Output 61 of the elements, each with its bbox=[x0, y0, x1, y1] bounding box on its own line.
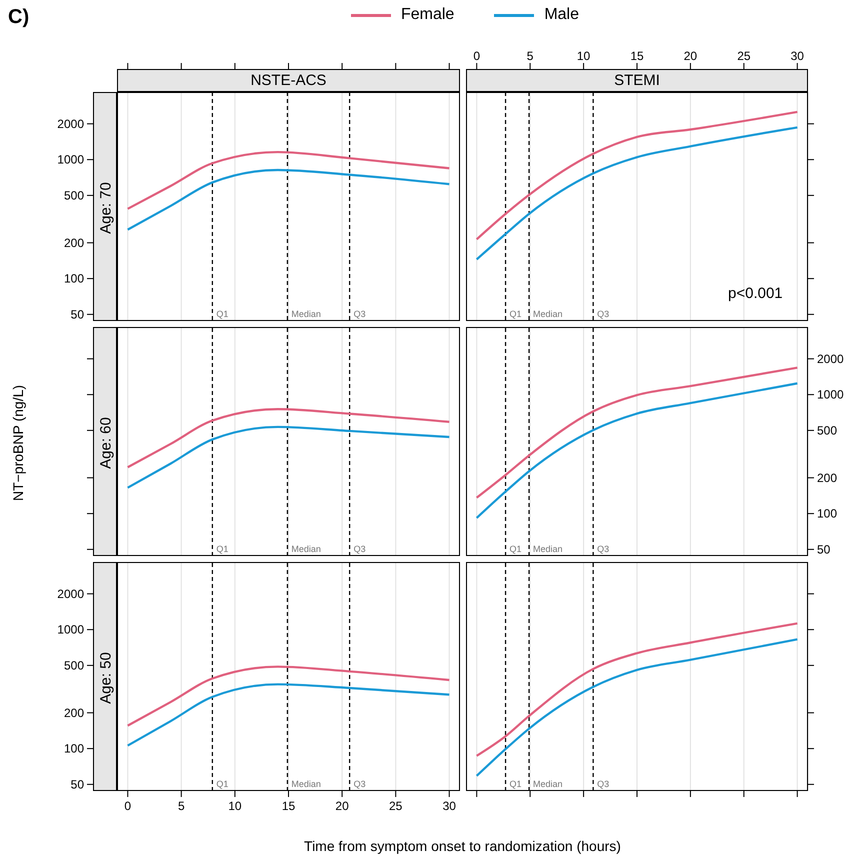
y-tick-label: 500 bbox=[64, 658, 84, 672]
y-tick-label: 500 bbox=[64, 188, 84, 202]
y-tick-label: 2000 bbox=[57, 586, 84, 601]
x-tick-label: 30 bbox=[790, 49, 804, 63]
y-tick-label: 1000 bbox=[57, 152, 84, 167]
x-tick-label: 25 bbox=[389, 799, 403, 813]
ref-line-label: Q3 bbox=[597, 779, 610, 789]
ref-line-label: Median bbox=[291, 779, 321, 789]
y-tick-label: 50 bbox=[817, 542, 831, 556]
ref-line-label: Q1 bbox=[510, 779, 522, 789]
x-tick-label: 15 bbox=[630, 49, 644, 63]
ref-line-label: Median bbox=[291, 544, 321, 554]
x-axis-title: Time from symptom onset to randomization (hours) bbox=[303, 838, 622, 854]
y-tick-label: 50 bbox=[70, 307, 84, 322]
ref-line-label: Median bbox=[533, 544, 563, 554]
ref-line-label: Q1 bbox=[216, 544, 228, 554]
y-tick-label: 200 bbox=[64, 236, 84, 250]
x-tick-label: 5 bbox=[178, 799, 185, 813]
y-tick-label: 100 bbox=[64, 742, 84, 756]
ref-line-label: Q3 bbox=[354, 779, 366, 789]
x-tick-label: 20 bbox=[335, 799, 350, 813]
ref-line-label: Q1 bbox=[216, 779, 228, 789]
y-tick-label: 50 bbox=[70, 777, 84, 792]
y-tick-label: 1000 bbox=[817, 388, 844, 402]
x-tick-label: 5 bbox=[526, 49, 534, 63]
x-tick-label: 0 bbox=[473, 49, 480, 63]
chart-title: NSTE-ACS bbox=[117, 69, 460, 92]
ref-line-label: Q3 bbox=[354, 309, 366, 319]
y-tick-label: 2000 bbox=[57, 116, 84, 131]
x-tick-label: 10 bbox=[228, 799, 242, 813]
x-tick-label: 10 bbox=[576, 49, 591, 63]
legend-label: Female bbox=[400, 6, 454, 24]
y-axis-title: NT−proBNP (ng/L) bbox=[10, 384, 26, 502]
text: C) bbox=[8, 6, 30, 29]
y-tick-label: 2000 bbox=[817, 352, 844, 366]
ref-line-label: Q3 bbox=[597, 309, 610, 319]
ref-line-label: Q3 bbox=[354, 544, 366, 554]
ref-line-label: Q1 bbox=[216, 309, 228, 319]
x-tick-label: 0 bbox=[124, 799, 132, 813]
text: Age: 60 bbox=[98, 416, 114, 468]
x-tick-label: 20 bbox=[684, 49, 698, 63]
ref-line-label: Median bbox=[291, 309, 321, 319]
y-tick-label: 200 bbox=[64, 706, 84, 720]
y-tick-label: 100 bbox=[817, 506, 838, 521]
x-tick-label: 30 bbox=[442, 799, 456, 813]
legend-label: Male bbox=[544, 6, 580, 24]
ref-line-label: Q1 bbox=[510, 544, 522, 554]
x-tick-label: 15 bbox=[282, 799, 296, 813]
ref-line-label: Q3 bbox=[597, 544, 610, 554]
ref-line-label: Q1 bbox=[510, 309, 522, 319]
annotation: p<0.001 bbox=[728, 285, 783, 302]
y-tick-label: 1000 bbox=[57, 622, 84, 637]
x-tick-label: 25 bbox=[737, 49, 751, 63]
chart-title: STEMI bbox=[466, 69, 808, 92]
ref-line-label: Median bbox=[533, 779, 563, 789]
text: Age: 70 bbox=[98, 182, 114, 234]
ref-line-label: Median bbox=[533, 309, 563, 319]
text: Age: 50 bbox=[98, 652, 114, 704]
y-tick-label: 500 bbox=[817, 423, 838, 438]
y-tick-label: 100 bbox=[64, 272, 84, 286]
y-tick-label: 200 bbox=[817, 470, 838, 485]
